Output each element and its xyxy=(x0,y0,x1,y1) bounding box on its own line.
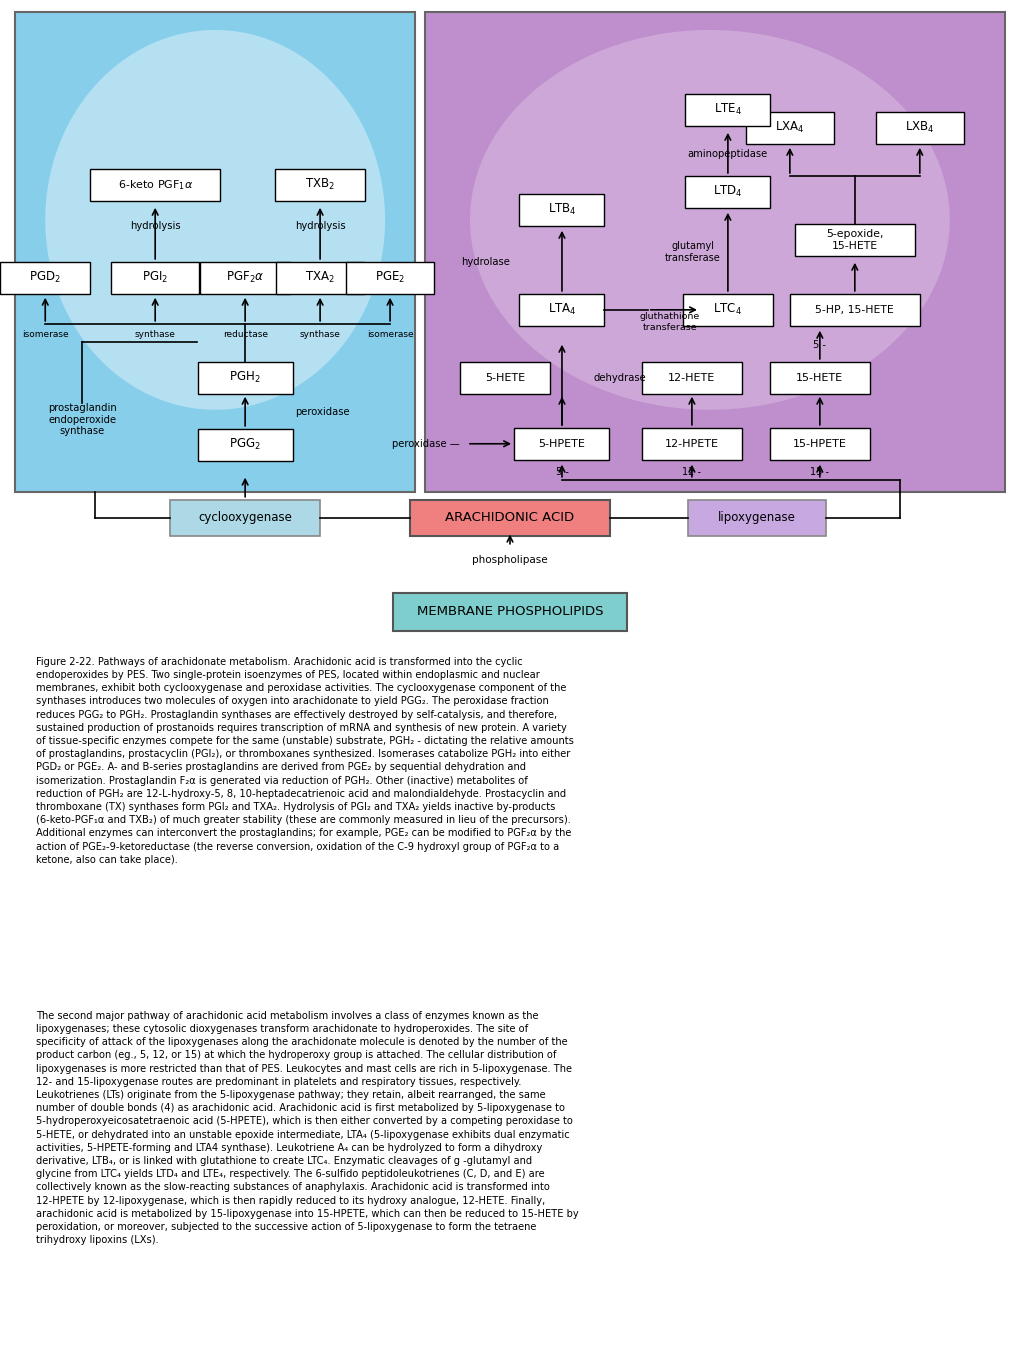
Text: 5 -: 5 - xyxy=(812,340,825,350)
Text: dehydrase: dehydrase xyxy=(593,373,646,382)
Text: aminopeptidase: aminopeptidase xyxy=(687,148,767,159)
FancyBboxPatch shape xyxy=(687,499,825,536)
FancyBboxPatch shape xyxy=(276,261,364,294)
Text: synthase: synthase xyxy=(135,331,175,339)
FancyBboxPatch shape xyxy=(200,261,289,294)
Bar xyxy=(15,12,415,491)
Text: The second major pathway of arachidonic acid metabolism involves a class of enzy: The second major pathway of arachidonic … xyxy=(36,1011,578,1245)
Text: PGE$_2$: PGE$_2$ xyxy=(375,271,405,286)
Text: PGG$_2$: PGG$_2$ xyxy=(229,437,261,452)
FancyBboxPatch shape xyxy=(745,112,833,144)
Text: 12-HPETE: 12-HPETE xyxy=(664,438,718,449)
Text: synthase: synthase xyxy=(300,331,340,339)
Text: 5-HPETE: 5-HPETE xyxy=(538,438,585,449)
Text: 15-HPETE: 15-HPETE xyxy=(792,438,846,449)
FancyBboxPatch shape xyxy=(794,223,914,256)
Text: LTB$_4$: LTB$_4$ xyxy=(547,203,576,218)
FancyBboxPatch shape xyxy=(641,427,741,460)
FancyBboxPatch shape xyxy=(410,499,609,536)
FancyBboxPatch shape xyxy=(789,294,919,325)
Text: LTA$_4$: LTA$_4$ xyxy=(547,302,576,317)
Text: 15 -: 15 - xyxy=(809,467,828,476)
Text: TXA$_2$: TXA$_2$ xyxy=(305,271,334,286)
Text: LTD$_4$: LTD$_4$ xyxy=(712,184,742,200)
Text: prostaglandin
endoperoxide
synthase: prostaglandin endoperoxide synthase xyxy=(48,403,116,437)
Text: 15-HETE: 15-HETE xyxy=(796,373,843,382)
Text: PGF$_2α$: PGF$_2α$ xyxy=(226,271,264,286)
Text: hydrolase: hydrolase xyxy=(461,257,510,267)
Text: LTC$_4$: LTC$_4$ xyxy=(712,302,742,317)
Text: 12 -: 12 - xyxy=(682,467,701,476)
Text: glutamyl
transferase: glutamyl transferase xyxy=(664,241,720,263)
FancyBboxPatch shape xyxy=(460,362,549,393)
FancyBboxPatch shape xyxy=(683,294,772,325)
Text: 5 -: 5 - xyxy=(555,467,568,476)
FancyBboxPatch shape xyxy=(392,592,627,630)
Text: LXA$_4$: LXA$_4$ xyxy=(774,120,804,136)
Text: 12-HETE: 12-HETE xyxy=(667,373,715,382)
Text: 5-epoxide,
15-HETE: 5-epoxide, 15-HETE xyxy=(825,229,882,250)
Bar xyxy=(425,12,1004,491)
Text: PGH$_2$: PGH$_2$ xyxy=(229,370,261,385)
Text: hydrolysis: hydrolysis xyxy=(129,220,180,231)
Text: PGI$_2$: PGI$_2$ xyxy=(142,271,168,286)
FancyBboxPatch shape xyxy=(641,362,741,393)
FancyBboxPatch shape xyxy=(198,362,292,393)
FancyBboxPatch shape xyxy=(198,429,292,461)
FancyBboxPatch shape xyxy=(769,427,869,460)
Text: TXB$_2$: TXB$_2$ xyxy=(305,177,334,192)
Text: isomerase: isomerase xyxy=(21,331,68,339)
FancyBboxPatch shape xyxy=(275,169,365,201)
Text: phospholipase: phospholipase xyxy=(472,555,547,565)
Text: reductase: reductase xyxy=(222,331,267,339)
FancyBboxPatch shape xyxy=(345,261,434,294)
Text: PGD$_2$: PGD$_2$ xyxy=(30,271,61,286)
Text: peroxidase —: peroxidase — xyxy=(392,438,460,449)
Ellipse shape xyxy=(45,30,385,410)
Text: MEMBRANE PHOSPHOLIPIDS: MEMBRANE PHOSPHOLIPIDS xyxy=(417,606,602,618)
Text: 6-keto PGF$_1α$: 6-keto PGF$_1α$ xyxy=(117,178,193,192)
FancyBboxPatch shape xyxy=(111,261,199,294)
FancyBboxPatch shape xyxy=(769,362,869,393)
Text: Figure 2-22. Pathways of arachidonate metabolism. Arachidonic acid is transforme: Figure 2-22. Pathways of arachidonate me… xyxy=(36,657,573,864)
FancyBboxPatch shape xyxy=(685,94,769,127)
Text: 5-HETE: 5-HETE xyxy=(484,373,525,382)
Ellipse shape xyxy=(470,30,949,410)
FancyBboxPatch shape xyxy=(514,427,608,460)
Text: ARACHIDONIC ACID: ARACHIDONIC ACID xyxy=(445,512,574,524)
FancyBboxPatch shape xyxy=(0,261,90,294)
Text: LTE$_4$: LTE$_4$ xyxy=(713,102,741,117)
FancyBboxPatch shape xyxy=(90,169,220,201)
Text: gluthathione
transferase: gluthathione transferase xyxy=(639,312,699,332)
Text: lipoxygenase: lipoxygenase xyxy=(717,512,795,524)
FancyBboxPatch shape xyxy=(170,499,320,536)
Text: LXB$_4$: LXB$_4$ xyxy=(904,120,933,136)
FancyBboxPatch shape xyxy=(685,176,769,208)
Text: cyclooxygenase: cyclooxygenase xyxy=(198,512,291,524)
Text: peroxidase: peroxidase xyxy=(294,407,350,416)
FancyBboxPatch shape xyxy=(875,112,963,144)
FancyBboxPatch shape xyxy=(519,294,604,325)
FancyBboxPatch shape xyxy=(519,193,604,226)
Text: hydrolysis: hydrolysis xyxy=(294,220,345,231)
Text: 5-HP, 15-HETE: 5-HP, 15-HETE xyxy=(814,305,894,314)
Text: isomerase: isomerase xyxy=(367,331,413,339)
